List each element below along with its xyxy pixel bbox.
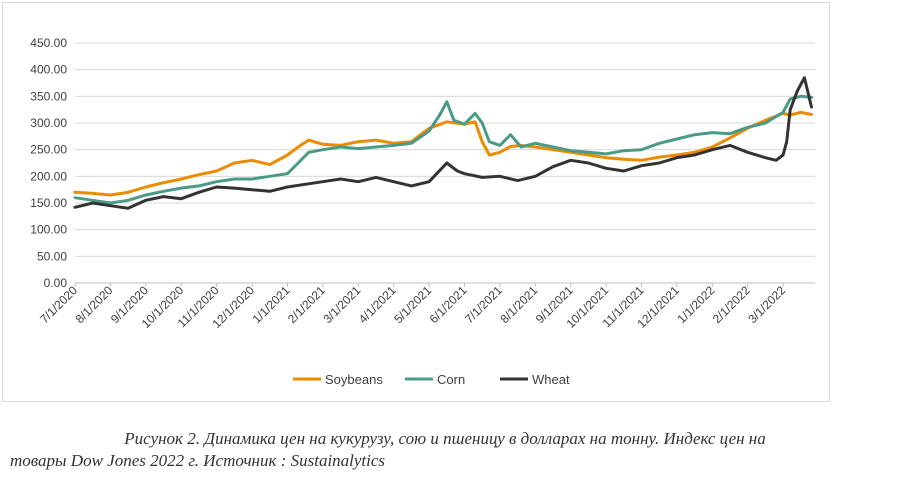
y-tick-label: 200.00	[30, 169, 67, 183]
x-tick-label: 8/1/2020	[73, 283, 116, 326]
y-tick-label: 450.00	[30, 36, 67, 50]
series-line-wheat	[73, 76, 813, 210]
chart-frame: 0.00 50.00 100.00 150.00 200.00 250.00 300.00 3…	[2, 2, 830, 402]
x-tick-label: 4/1/2021	[356, 283, 399, 326]
y-tick-label: 300.00	[30, 116, 67, 130]
series-line-soybeans	[73, 110, 813, 197]
figure-caption: Рисунок 2. Динамика цен на кукурузу, сою…	[10, 428, 880, 472]
x-tick-label: 2/1/2021	[285, 283, 328, 326]
x-tick-label: 8/1/2021	[497, 283, 540, 326]
x-tick-label: 1/1/2022	[675, 283, 718, 326]
caption-line-2: товары Dow Jones 2022 г. Источник : Sust…	[10, 451, 386, 470]
series-line-corn	[73, 94, 813, 205]
y-tick-label: 400.00	[30, 63, 67, 77]
legend-label-soybeans: Soybeans	[325, 372, 383, 387]
x-tick-label: 7/1/2021	[462, 283, 505, 326]
y-tick-label: 100.00	[30, 223, 67, 237]
x-tick-label: 3/1/2022	[745, 283, 788, 326]
x-tick-label: 5/1/2021	[391, 283, 434, 326]
y-tick-label: 0.00	[44, 276, 68, 290]
caption-line-1: Рисунок 2. Динамика цен на кукурузу, сою…	[124, 429, 766, 448]
x-tick-label: 1/1/2021	[250, 283, 293, 326]
y-tick-label: 350.00	[30, 89, 67, 103]
x-tick-label: 2/1/2022	[710, 283, 753, 326]
legend-label-wheat: Wheat	[532, 372, 570, 387]
y-tick-label: 150.00	[30, 196, 67, 210]
line-chart: 0.00 50.00 100.00 150.00 200.00 250.00 300.00 3…	[30, 36, 815, 387]
y-tick-label: 50.00	[37, 249, 67, 263]
y-tick-label: 250.00	[30, 143, 67, 157]
x-tick-label: 6/1/2021	[427, 283, 470, 326]
x-tick-label: 3/1/2021	[320, 283, 363, 326]
legend-label-corn: Corn	[437, 372, 465, 387]
